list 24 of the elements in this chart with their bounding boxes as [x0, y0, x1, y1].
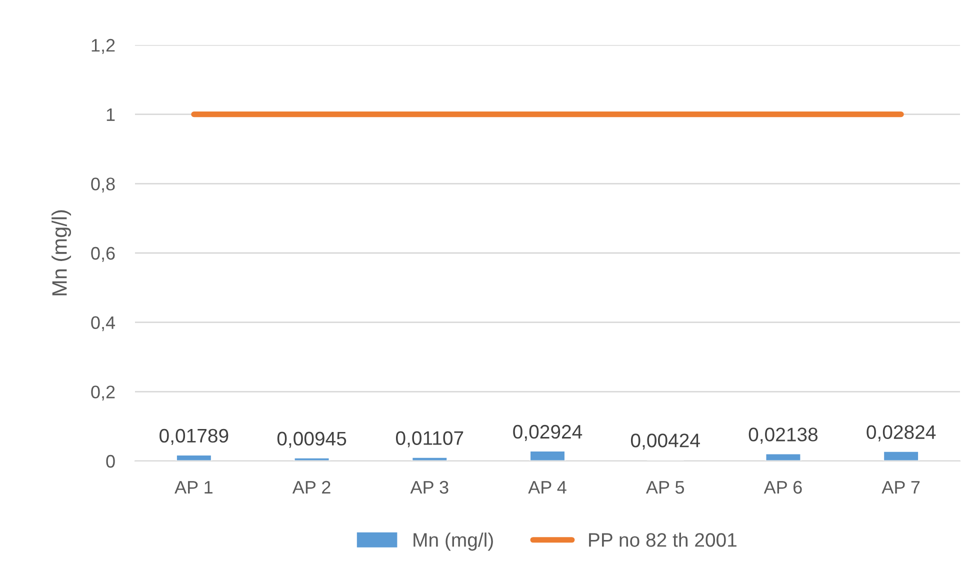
y-tick-label: 0,4 — [91, 316, 116, 332]
x-tick-label: AP 7 — [882, 481, 920, 494]
y-tick-label: 1,2 — [92, 38, 115, 54]
y-axis-title: Mn (mg/l) — [52, 210, 72, 296]
x-tick-label: AP 5 — [646, 481, 684, 494]
x-tick-label: AP 6 — [764, 480, 802, 494]
legend-label: PP no 82 th 2001 — [589, 532, 736, 547]
y-tick-label: 0 — [106, 454, 115, 468]
legend-label: Mn (mg/l) — [414, 532, 493, 551]
data-label: 0,02824 — [866, 425, 936, 442]
y-tick-label: 0,6 — [91, 246, 115, 262]
data-label: 0,02138 — [748, 428, 818, 444]
x-tick-label: AP 2 — [292, 480, 330, 494]
data-label: 0,01107 — [396, 431, 464, 448]
data-label: 0,02924 — [513, 424, 582, 441]
x-tick-label: AP 3 — [410, 480, 448, 494]
data-label: 0,00945 — [277, 432, 346, 448]
y-tick-label: 1 — [106, 108, 115, 121]
y-tick-label: 0,8 — [91, 178, 115, 193]
data-label: 0,00424 — [630, 434, 700, 450]
data-label: 0,01789 — [160, 428, 228, 445]
x-tick-label: AP 1 — [174, 481, 212, 494]
y-tick-label: 0,2 — [91, 386, 115, 401]
x-tick-label: AP 4 — [528, 481, 566, 494]
